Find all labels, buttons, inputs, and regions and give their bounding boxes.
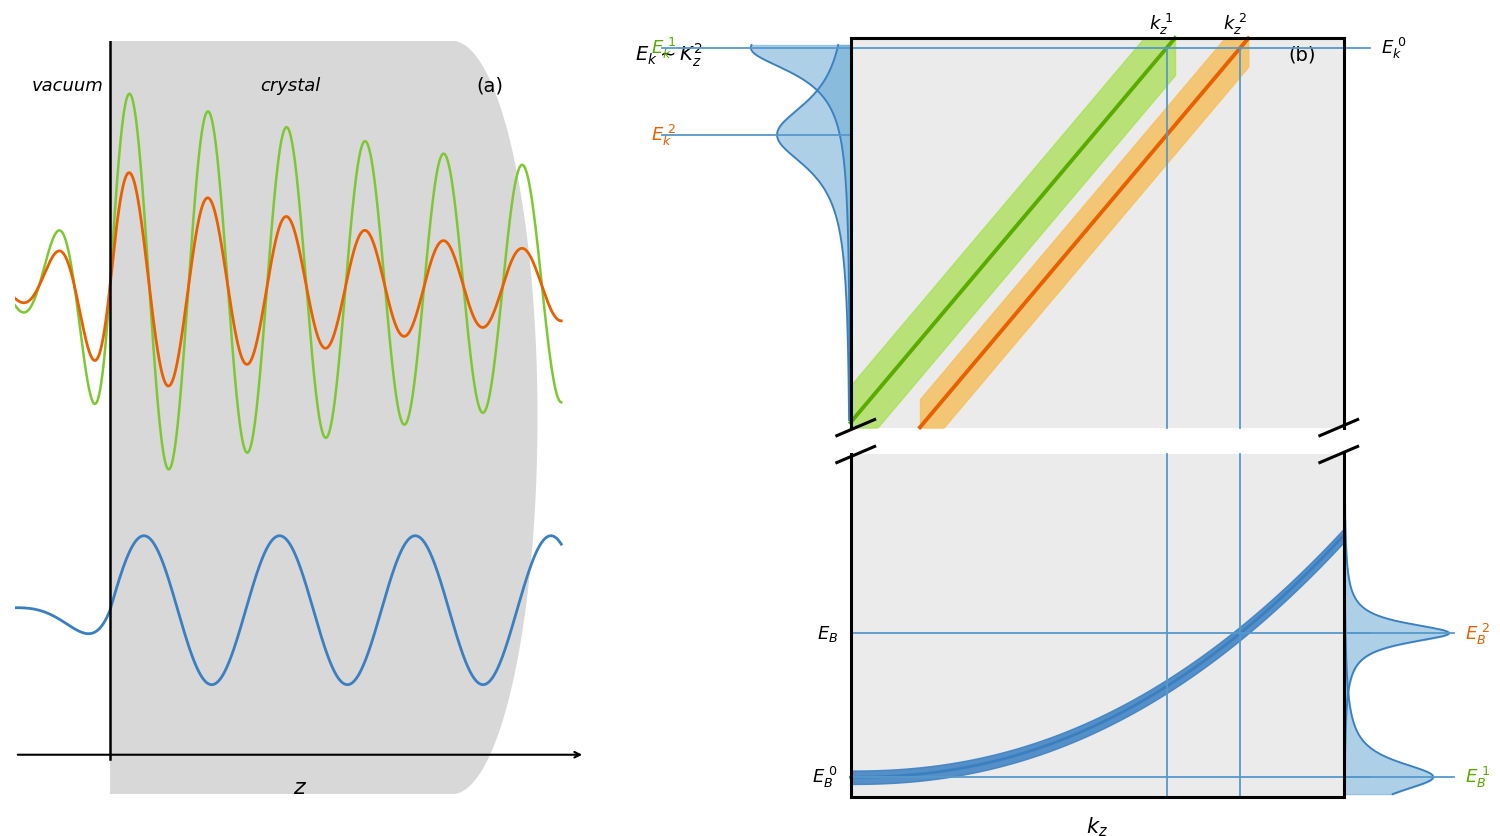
Text: $E_k{\sim}K_z^2$: $E_k{\sim}K_z^2$: [636, 42, 704, 69]
Text: $E_B$: $E_B$: [816, 624, 839, 644]
Text: (b): (b): [1288, 45, 1316, 64]
Text: vacuum: vacuum: [32, 77, 104, 94]
Text: $E_k^{\ 0}$: $E_k^{\ 0}$: [1380, 36, 1407, 61]
Text: $E_B^{\ 0}$: $E_B^{\ 0}$: [812, 764, 838, 789]
Text: $z$: $z$: [292, 777, 308, 797]
Text: $E_B^{\ 1}$: $E_B^{\ 1}$: [1464, 764, 1491, 789]
Polygon shape: [110, 42, 537, 794]
Bar: [850, 455, 1344, 798]
Text: (a): (a): [477, 77, 504, 96]
Text: $k_z$: $k_z$: [1086, 814, 1108, 836]
Text: $k_z^{\ 2}$: $k_z^{\ 2}$: [1222, 12, 1248, 37]
Bar: [850, 38, 1344, 428]
Text: $E_B^{\ 2}$: $E_B^{\ 2}$: [1464, 621, 1490, 646]
Text: $k_z^{\ 1}$: $k_z^{\ 1}$: [1149, 12, 1174, 37]
Text: $E_k^{\ 2}$: $E_k^{\ 2}$: [651, 123, 676, 148]
Text: crystal: crystal: [261, 77, 321, 94]
Text: $E_k^{\ 1}$: $E_k^{\ 1}$: [651, 36, 676, 61]
